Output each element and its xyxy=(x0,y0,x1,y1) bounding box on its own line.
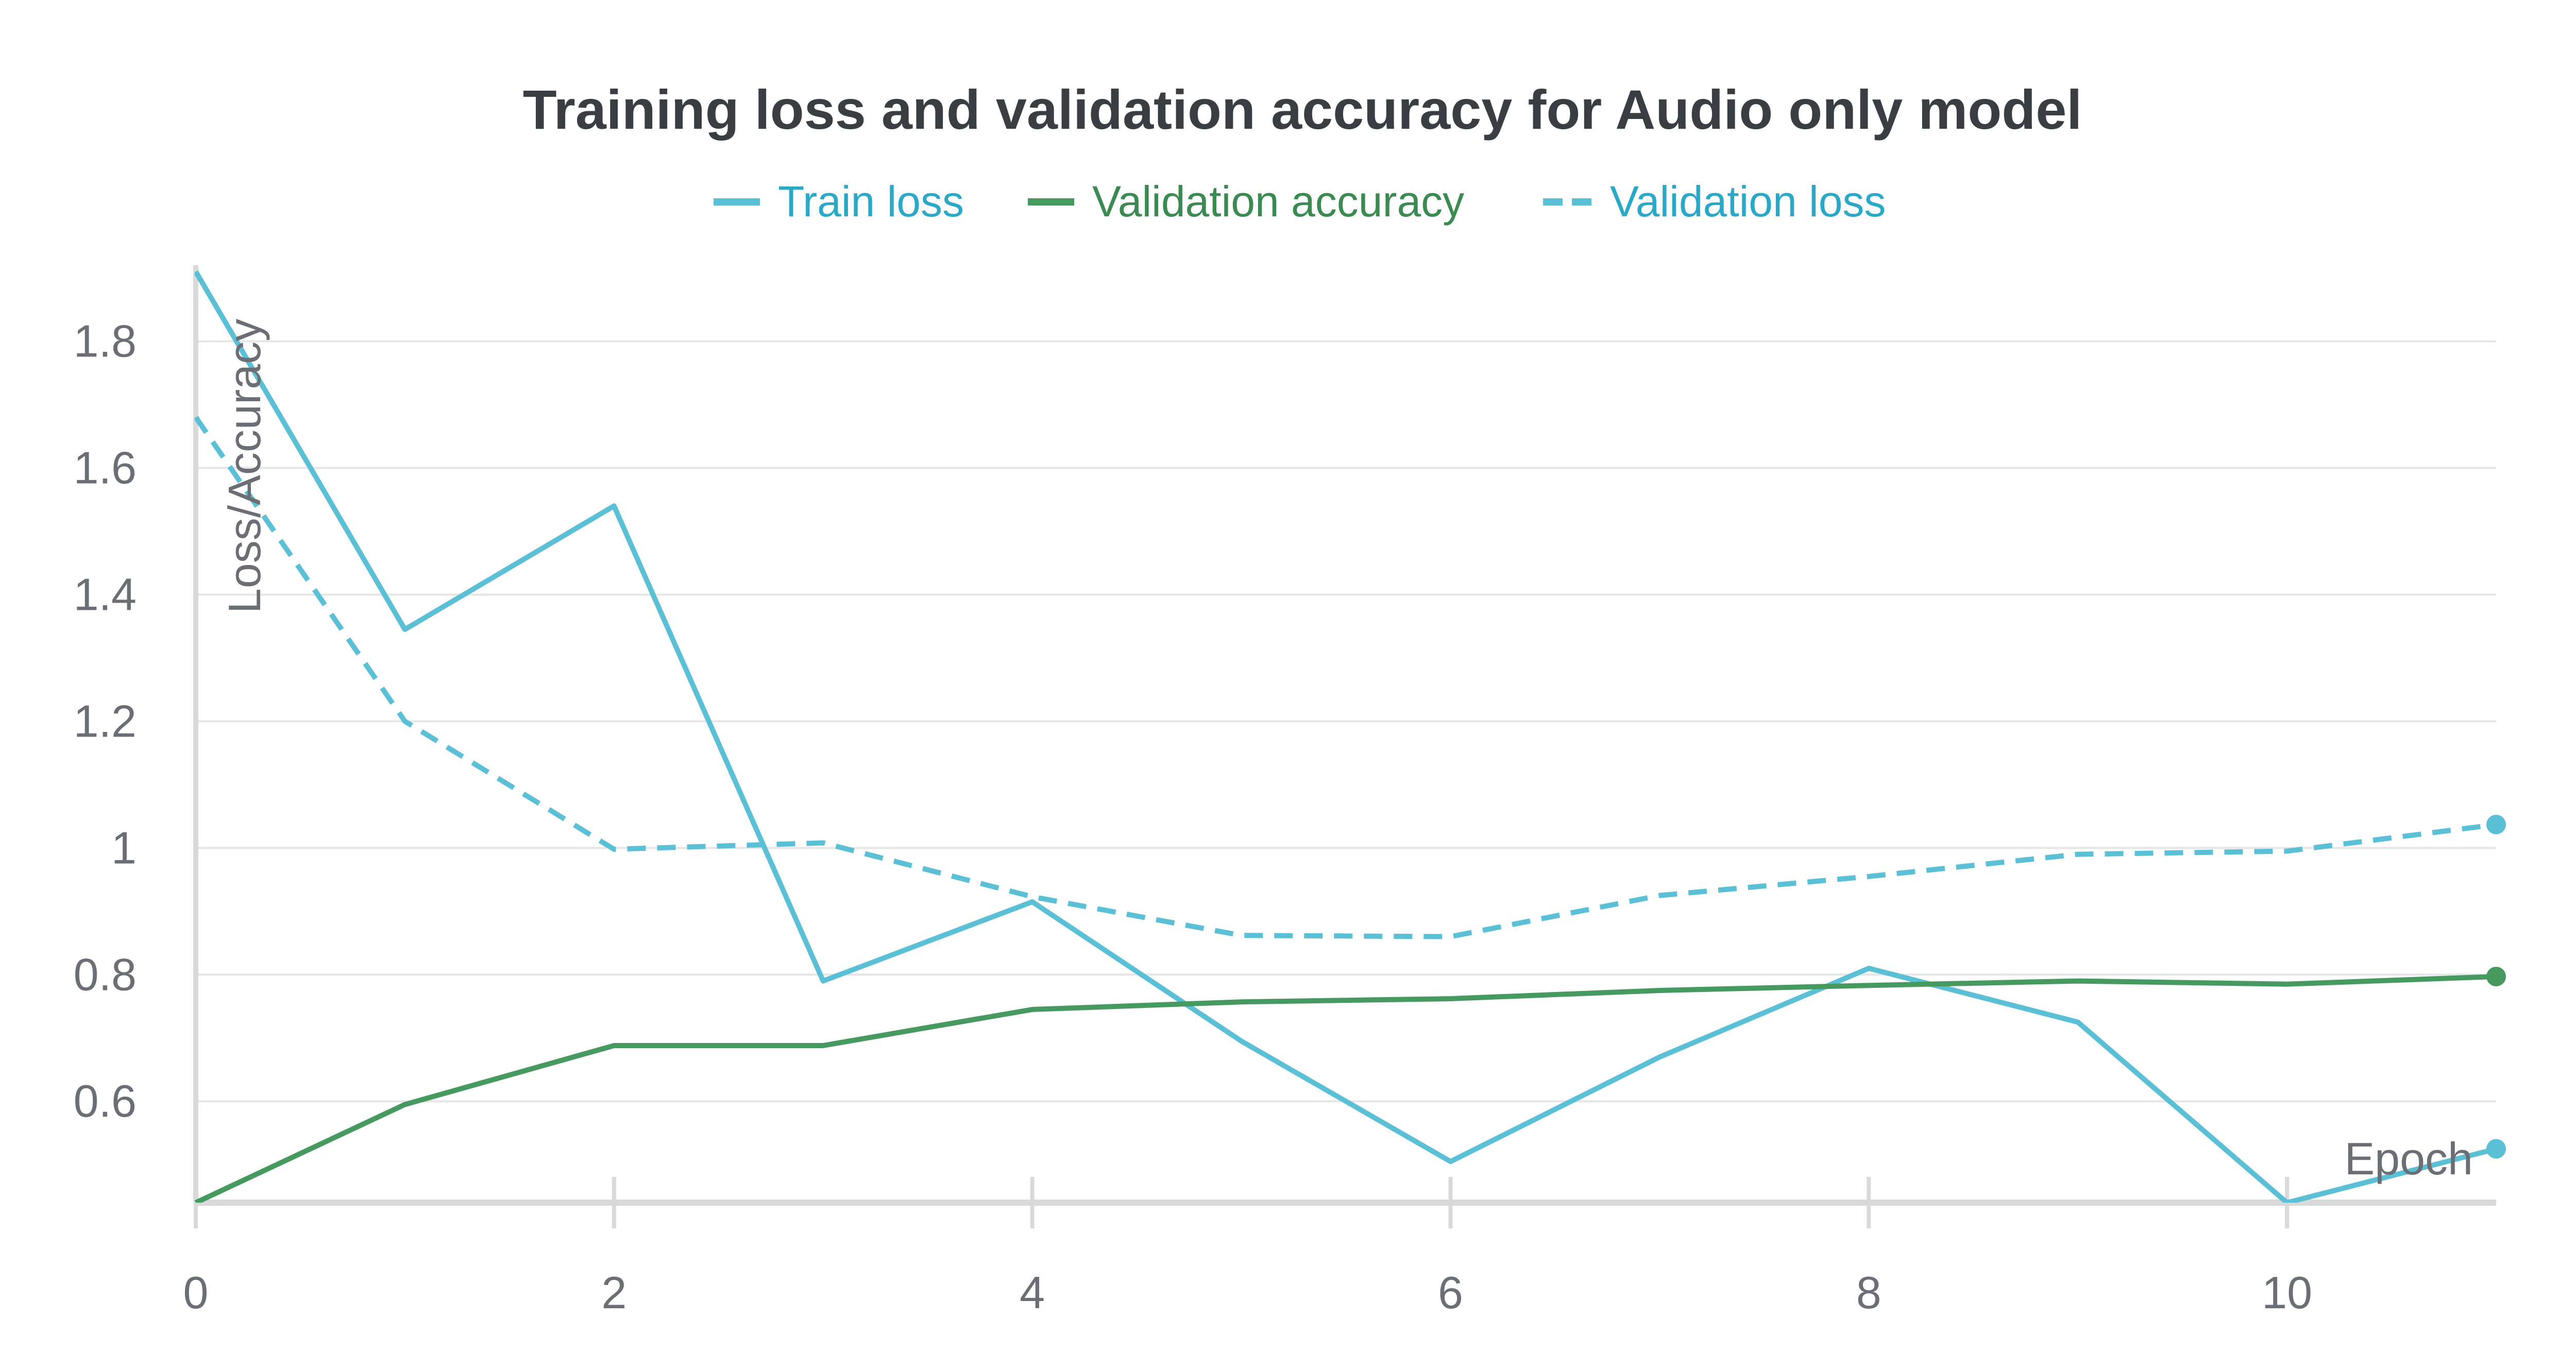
y-tick-label: 1.4 xyxy=(74,569,137,620)
chart-title: Training loss and validation accuracy fo… xyxy=(523,78,2082,141)
end-point-train-loss[interactable] xyxy=(2486,1139,2506,1159)
x-axis-label: Epoch xyxy=(2344,1133,2473,1184)
series-line-validation-accuracy[interactable] xyxy=(195,974,2497,1203)
y-tick-label: 0.6 xyxy=(74,1075,137,1126)
x-tick-label: 4 xyxy=(1020,1267,1045,1318)
legend: Train loss Validation accuracy Validatio… xyxy=(714,177,1886,226)
legend-item-validation-loss[interactable]: Validation loss xyxy=(1543,177,1886,226)
x-tick-label: 6 xyxy=(1438,1267,1463,1318)
legend-label-validation-accuracy: Validation accuracy xyxy=(1092,177,1464,226)
legend-label-validation-loss: Validation loss xyxy=(1610,177,1886,226)
y-tick-label: 1.2 xyxy=(74,695,137,746)
series-line-validation-loss[interactable] xyxy=(195,416,2497,939)
x-tick-label: 2 xyxy=(601,1267,626,1318)
legend-label-train-loss: Train loss xyxy=(778,177,964,226)
x-tick-label: 8 xyxy=(1856,1267,1882,1318)
y-tick-label: 1 xyxy=(111,822,137,873)
series-end-points xyxy=(2486,814,2506,1159)
y-tick-label: 0.8 xyxy=(74,949,137,1000)
x-tick-label: 0 xyxy=(183,1267,209,1318)
series-line-train-loss[interactable] xyxy=(195,270,2497,1203)
y-tick-label: 1.8 xyxy=(74,316,137,367)
legend-item-validation-accuracy[interactable]: Validation accuracy xyxy=(1028,177,1464,226)
axes: 0.6 0.8 1 1.2 1.4 1.6 1.8 0 2 4 6 8 10 xyxy=(74,265,2496,1318)
y-axis-label: Loss/Accuracy xyxy=(219,319,270,613)
end-point-validation-loss[interactable] xyxy=(2486,814,2506,834)
y-tick-label: 1.6 xyxy=(74,442,137,493)
end-point-validation-accuracy[interactable] xyxy=(2486,966,2506,986)
legend-item-train-loss[interactable]: Train loss xyxy=(714,177,964,226)
x-tick-label: 10 xyxy=(2262,1267,2312,1318)
grid xyxy=(196,340,2496,1103)
series-lines xyxy=(195,270,2497,1203)
